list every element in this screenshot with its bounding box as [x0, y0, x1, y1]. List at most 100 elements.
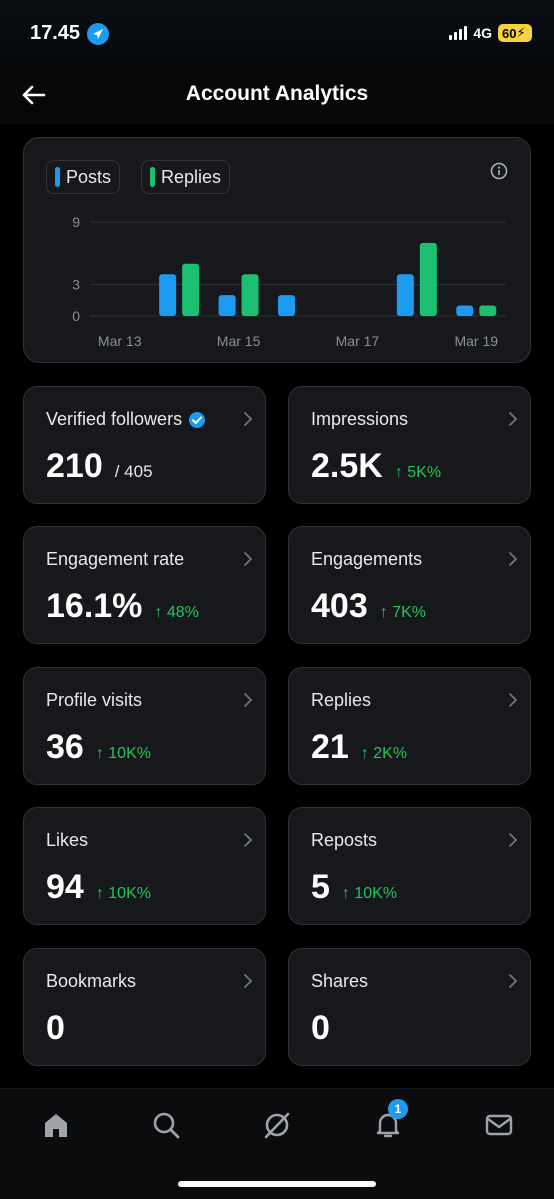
stat-card[interactable]: Bookmarks 0 — [23, 948, 266, 1066]
stat-value-row: 0 — [46, 1009, 65, 1048]
location-arrow-icon — [87, 23, 109, 45]
search-icon — [153, 1112, 180, 1139]
stat-change: ↑ 2K% — [360, 745, 408, 762]
bar-chart: 9 3 0 Mar 13 Mar 15 Mar 17 Mar 19 — [72, 214, 506, 349]
stat-card[interactable]: Engagements 403 ↑ 7K% — [288, 526, 531, 644]
chevron-right-icon — [506, 551, 520, 567]
chevron-right-icon — [241, 411, 255, 427]
chevron-right-icon — [506, 411, 520, 427]
replies-bar — [479, 305, 497, 316]
nav-home[interactable] — [36, 1105, 76, 1145]
stat-value: 210 — [46, 447, 103, 485]
stat-label: Impressions — [311, 409, 408, 430]
stat-card[interactable]: Verified followers 210 / 405 — [23, 386, 266, 504]
stat-change: ↑ 48% — [154, 604, 199, 621]
y-tick-label: 0 — [72, 308, 80, 324]
chevron-right-icon — [241, 973, 255, 989]
stat-change: ↑ 5K% — [394, 464, 442, 481]
stat-total: / 405 — [114, 462, 153, 481]
stat-label-text: Likes — [46, 830, 89, 850]
top-app-bar: Account Analytics — [0, 66, 554, 124]
signal-strength-icon — [449, 26, 468, 40]
posts-bar — [396, 274, 414, 316]
stat-label-text: Engagement rate — [46, 549, 185, 569]
messages-icon — [485, 1114, 513, 1136]
nav-search[interactable] — [146, 1105, 186, 1145]
stat-label: Shares — [311, 971, 368, 992]
x-tick-label: Mar 15 — [217, 333, 261, 349]
stat-label-text: Profile visits — [46, 690, 143, 710]
activity-chart-card: Posts Replies 9 3 0 Mar 13 Mar 15 Mar 17 Mar 1… — [23, 137, 531, 363]
stat-card[interactable]: Engagement rate 16.1% ↑ 48% — [23, 526, 266, 644]
y-tick-label: 9 — [72, 214, 80, 230]
stat-value: 16.1% — [46, 587, 143, 625]
stat-value-row: 94 ↑ 10K% — [46, 868, 151, 907]
network-type: 4G — [473, 25, 492, 41]
chevron-right-icon — [241, 832, 255, 848]
chevron-right-icon — [506, 692, 520, 708]
stat-value: 21 — [311, 728, 349, 766]
battery-indicator: 60 ⚡ — [498, 24, 532, 42]
chevron-right-icon — [241, 692, 255, 708]
legend-replies-label: Replies — [161, 166, 222, 187]
stat-label: Profile visits — [46, 690, 142, 711]
stat-value-row: 16.1% ↑ 48% — [46, 587, 199, 626]
replies-bar — [241, 274, 259, 316]
x-tick-label: Mar 17 — [336, 333, 380, 349]
stat-value-row: 0 — [311, 1009, 330, 1048]
stat-card[interactable]: Profile visits 36 ↑ 10K% — [23, 667, 266, 785]
stat-card[interactable]: Impressions 2.5K ↑ 5K% — [288, 386, 531, 504]
stat-value-row: 5 ↑ 10K% — [311, 868, 397, 907]
stat-value-row: 21 ↑ 2K% — [311, 728, 407, 767]
stat-value: 94 — [46, 868, 84, 906]
nav-grok[interactable] — [257, 1105, 297, 1145]
stat-change: ↑ 10K% — [95, 745, 151, 762]
posts-swatch — [55, 167, 60, 187]
stat-card[interactable]: Reposts 5 ↑ 10K% — [288, 807, 531, 925]
grok-icon — [264, 1112, 290, 1139]
status-time: 17.45 — [30, 22, 81, 44]
stat-value: 2.5K — [311, 447, 383, 485]
y-tick-label: 3 — [72, 277, 80, 293]
stat-change: ↑ 10K% — [95, 885, 151, 902]
stat-value-row: 2.5K ↑ 5K% — [311, 447, 441, 486]
verified-badge-icon — [188, 411, 206, 429]
stat-label: Reposts — [311, 830, 377, 851]
nav-messages[interactable] — [479, 1105, 519, 1145]
stat-value-row: 36 ↑ 10K% — [46, 728, 151, 767]
info-icon[interactable] — [490, 162, 508, 180]
posts-bar — [218, 295, 236, 316]
status-bar: 17.45 4G 60 ⚡ — [0, 0, 554, 66]
stat-value: 36 — [46, 728, 84, 766]
replies-bar — [419, 242, 437, 316]
legend-replies[interactable]: Replies — [141, 160, 231, 194]
stat-label-text: Impressions — [311, 409, 409, 429]
stat-label-text: Engagements — [311, 549, 423, 569]
stat-card[interactable]: Likes 94 ↑ 10K% — [23, 807, 266, 925]
replies-swatch — [150, 167, 155, 187]
stat-card[interactable]: Replies 21 ↑ 2K% — [288, 667, 531, 785]
chevron-right-icon — [506, 973, 520, 989]
posts-bar — [456, 305, 474, 316]
stat-label: Replies — [311, 690, 371, 711]
back-arrow-icon[interactable] — [18, 80, 48, 110]
stat-change: ↑ 7K% — [379, 604, 426, 621]
chevron-right-icon — [241, 551, 255, 567]
stat-card[interactable]: Shares 0 — [288, 948, 531, 1066]
home-icon — [45, 1114, 67, 1137]
stat-value: 403 — [311, 587, 368, 625]
chevron-right-icon — [506, 832, 520, 848]
stat-value-row: 403 ↑ 7K% — [311, 587, 426, 626]
legend-posts-label: Posts — [66, 166, 112, 187]
stat-label-text: Verified followers — [46, 409, 183, 429]
legend-posts[interactable]: Posts — [46, 160, 121, 194]
stat-value-row: 210 / 405 — [46, 447, 153, 486]
stat-label: Bookmarks — [46, 971, 136, 992]
stat-label-text: Reposts — [311, 830, 378, 850]
nav-notifications[interactable]: 1 — [368, 1099, 408, 1145]
stat-label-text: Shares — [311, 971, 369, 991]
home-indicator — [178, 1181, 376, 1187]
stat-label: Engagements — [311, 549, 422, 570]
stat-value: 5 — [311, 868, 330, 906]
stat-value: 0 — [311, 1009, 330, 1047]
